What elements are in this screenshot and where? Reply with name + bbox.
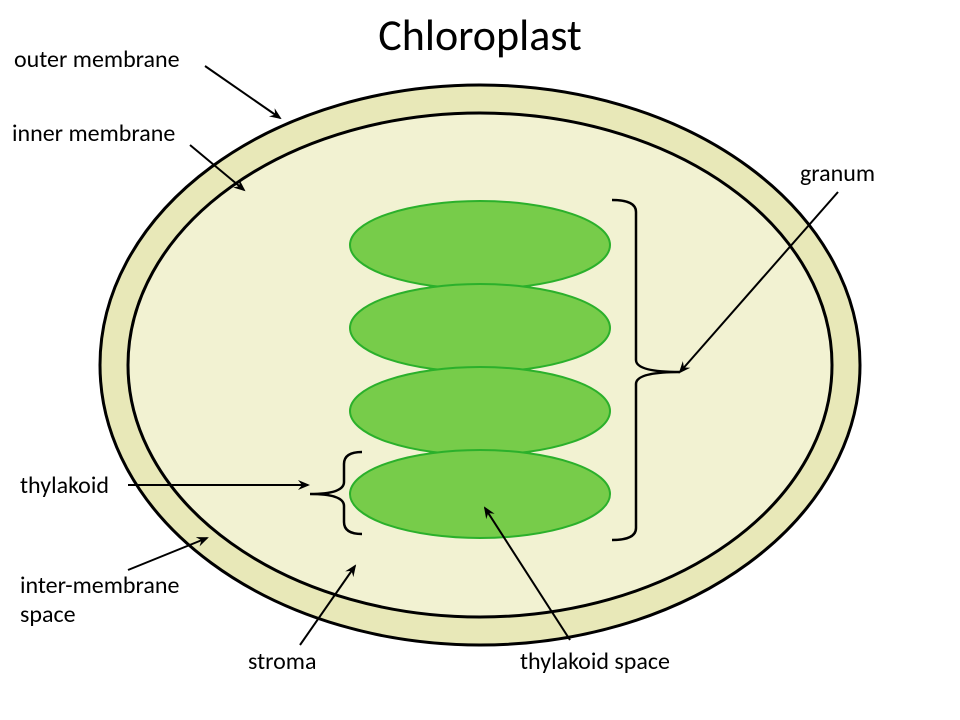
label-inner-membrane: inner membrane	[12, 120, 175, 149]
watermark-paren: ))	[924, 674, 942, 707]
label-granum: granum	[800, 160, 875, 189]
watermark-fast: fast	[806, 674, 850, 707]
label-stroma: stroma	[248, 648, 316, 677]
outer-membrane-arrow	[205, 66, 280, 118]
thylakoid-disc-2	[350, 367, 610, 455]
thylakoid-disc-3	[350, 450, 610, 538]
thylakoid-disc-1	[350, 284, 610, 372]
watermark-bleep: bleep	[851, 674, 924, 707]
label-thylakoid: thylakoid	[20, 472, 109, 501]
label-thylakoid-space: thylakoid space	[520, 648, 670, 677]
inter-membrane-arrow	[128, 538, 207, 570]
watermark: fastbleep))	[794, 670, 954, 714]
label-inter-membrane: inter-membrane space	[20, 572, 179, 630]
label-outer-membrane: outer membrane	[14, 46, 180, 75]
diagram-stage: { "title": { "text": "Chloroplast", "fon…	[0, 0, 960, 720]
thylakoid-disc-0	[350, 201, 610, 289]
